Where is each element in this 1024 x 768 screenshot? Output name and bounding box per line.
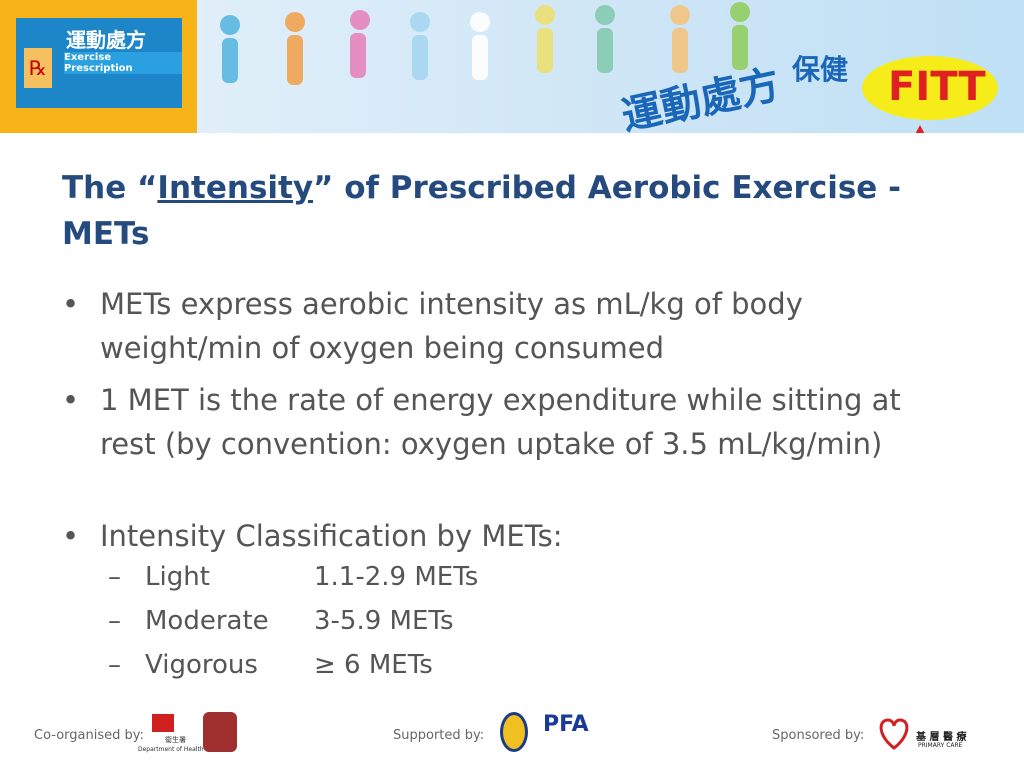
supported-label: Supported by:: [393, 728, 485, 743]
sub-bullet-label: Light: [145, 562, 210, 592]
fitt-label: FITT: [888, 64, 986, 110]
banner-subtitle: 保健: [792, 53, 849, 86]
bullet: • METs express aerobic intensity as mL/kg…: [62, 282, 942, 370]
supporter-crest: [500, 712, 528, 752]
bullet: • 1 MET is the rate of energy expenditure…: [62, 378, 942, 466]
sub-bullet-marker: –: [108, 562, 121, 592]
logo-rx: ℞: [24, 48, 52, 88]
sub-bullet-label: Moderate: [145, 606, 269, 636]
logo-subtitle: Exercise Prescription: [64, 52, 182, 74]
sub-bullet-value: 3-5.9 METs: [314, 606, 454, 636]
dh-logo: [152, 714, 174, 732]
pc-english: PRIMARY CARE: [918, 742, 963, 749]
sub-bullet: – Moderate 3-5.9 METs: [108, 606, 608, 642]
slide-title: The “Intensity” of Prescribed Aerobic Ex…: [62, 165, 942, 257]
title-prefix: The “: [62, 170, 158, 206]
bullet-text: 1 MET is the rate of energy expenditure …: [100, 383, 901, 461]
sub-bullet-marker: –: [108, 650, 121, 680]
sub-bullet-value: 1.1-2.9 METs: [314, 562, 479, 592]
dh-english: Department of Health: [138, 746, 204, 753]
sub-bullet: – Light 1.1-2.9 METs: [108, 562, 608, 598]
sub-bullet: – Vigorous ≥ 6 METs: [108, 650, 608, 686]
co-organised-label: Co-organised by:: [34, 728, 144, 743]
sub-bullet-label: Vigorous: [145, 650, 258, 680]
bullet: • Intensity Classification by METs:: [62, 514, 942, 558]
pfa-logo: PFA: [543, 712, 589, 737]
bullet-text: Intensity Classification by METs:: [100, 519, 563, 553]
partner-crest: [203, 712, 237, 752]
logo-title: 運動處方: [66, 28, 146, 52]
banner-art: [220, 2, 998, 133]
logo-inner: ℞ 運動處方 Exercise Prescription: [16, 18, 182, 108]
title-suffix: ” of Prescribed Aerobic Exercise - METs: [62, 170, 901, 252]
sponsored-label: Sponsored by:: [772, 728, 865, 743]
sub-bullet-marker: –: [108, 606, 121, 636]
bullet-text: METs express aerobic intensity as mL/kg …: [100, 287, 803, 365]
bullet-marker: •: [62, 383, 80, 417]
title-emphasis: Intensity: [157, 170, 314, 206]
bullet-marker: •: [62, 287, 80, 321]
logo: ℞ 運動處方 Exercise Prescription: [0, 0, 197, 133]
bullet-marker: •: [62, 519, 80, 553]
pc-chinese: 基 層 醫 療: [916, 732, 967, 743]
sub-bullet-value: ≥ 6 METs: [314, 650, 433, 680]
dh-chinese: 衞生署: [165, 736, 186, 744]
pc-logo: [879, 718, 909, 750]
